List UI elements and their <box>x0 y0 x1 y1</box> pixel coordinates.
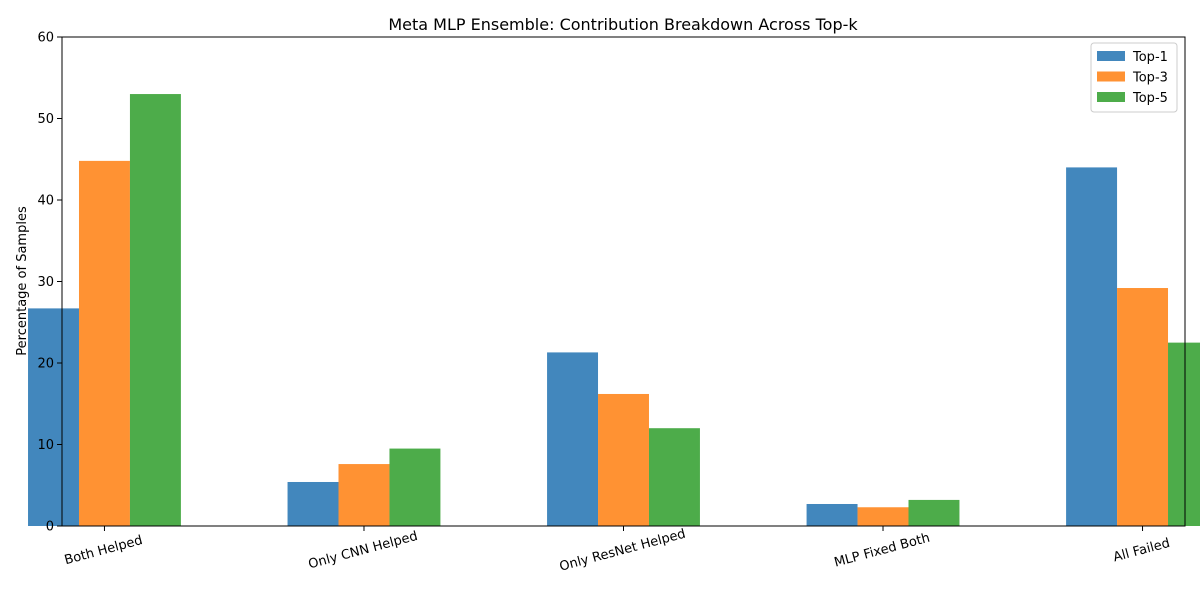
bar-top-3-1 <box>338 464 390 526</box>
bar-top-3-2 <box>598 393 649 526</box>
y-tick-label: 40 <box>37 194 54 209</box>
legend-label-top-3: Top-3 <box>1132 71 1168 86</box>
y-tick-label: 20 <box>37 357 54 372</box>
bar-top-5-0 <box>129 94 181 527</box>
y-tick-label: 50 <box>37 112 54 127</box>
legend-swatch-top-3 <box>1097 71 1125 82</box>
legend: Top-1 Top-3 Top-5 <box>1090 42 1178 113</box>
bar-top-1-2 <box>547 352 599 526</box>
bar-top-1-4 <box>1066 167 1118 526</box>
y-tick-label: 10 <box>37 438 54 453</box>
x-tick-label: All Failed <box>1112 536 1172 565</box>
bar-top-5-1 <box>389 448 441 526</box>
legend-swatch-top-5 <box>1097 92 1125 102</box>
y-axis-ticks: 0 10 20 30 40 50 60 <box>37 31 62 535</box>
bar-top-3-0 <box>78 160 130 526</box>
bar-top-5-3 <box>908 499 960 526</box>
x-tick-label: Only ResNet Helped <box>558 527 687 575</box>
y-axis-label: Percentage of Samples <box>15 206 30 356</box>
chart-title: Meta MLP Ensemble: Contribution Breakdow… <box>388 15 858 34</box>
x-axis-ticks: Both Helped Only CNN Helped Only ResNet He… <box>63 526 1172 575</box>
x-tick-label: Both Helped <box>63 533 144 568</box>
legend-swatch-top-1 <box>1097 51 1125 61</box>
bar-top-3-3 <box>857 507 909 526</box>
bar-top-1-0 <box>28 308 79 526</box>
bar-top-1-3 <box>806 503 858 526</box>
bar-top-5-4 <box>1168 342 1200 526</box>
legend-label-top-5: Top-5 <box>1132 91 1168 106</box>
y-tick-label: 60 <box>37 31 54 46</box>
bar-top-5-2 <box>648 428 700 526</box>
bars-group <box>28 94 1200 527</box>
y-tick-label: 30 <box>37 275 54 290</box>
plot-frame <box>61 36 1186 527</box>
bar-top-3-4 <box>1117 288 1169 526</box>
y-tick-label: 0 <box>46 520 54 535</box>
bar-top-1-1 <box>287 481 339 526</box>
legend-label-top-1: Top-1 <box>1132 50 1168 65</box>
x-tick-label: MLP Fixed Both <box>833 531 932 571</box>
x-tick-label: Only CNN Helped <box>307 529 420 573</box>
